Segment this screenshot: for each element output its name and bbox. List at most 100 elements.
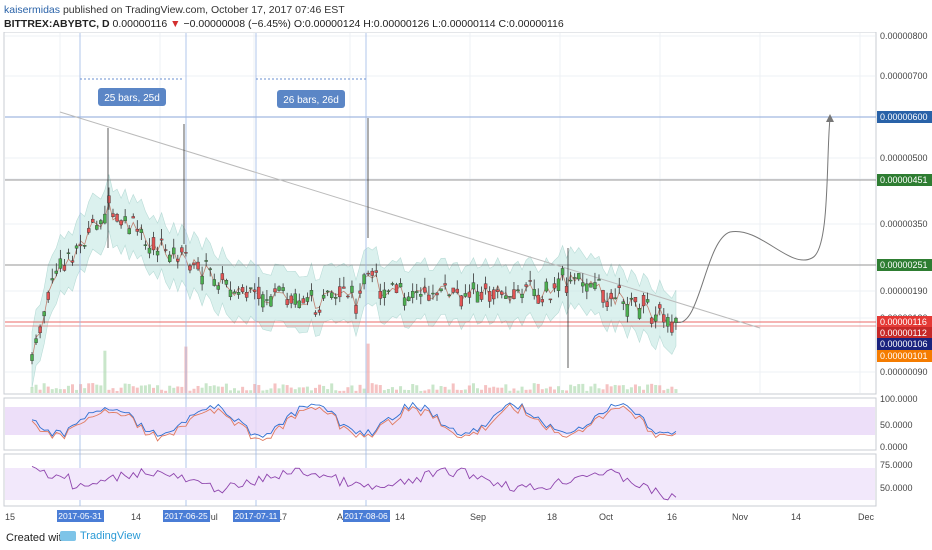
candle — [475, 291, 480, 303]
volume-bar — [362, 388, 366, 393]
volume-bar — [62, 389, 66, 393]
candle — [394, 284, 399, 293]
volume-bar — [484, 385, 488, 393]
volume-bar — [411, 384, 415, 393]
candle — [492, 289, 496, 300]
volume-bar — [30, 386, 34, 393]
time-tick-label: Nov — [732, 512, 749, 522]
candle — [536, 294, 540, 304]
volume-bar — [293, 389, 297, 393]
volume-bar — [532, 383, 536, 393]
candle — [236, 292, 241, 295]
volume-bar — [459, 390, 463, 393]
volume-bar — [540, 389, 544, 393]
price-label: 0.00000116 — [880, 317, 927, 327]
candle — [633, 297, 638, 303]
volume-bar — [289, 387, 293, 393]
grid-lines — [5, 33, 875, 393]
price-label: 0.00000600 — [880, 112, 928, 122]
volume-bar — [305, 386, 309, 393]
candle — [366, 272, 370, 275]
candle — [560, 268, 565, 276]
time-axis[interactable]: 15 14 Jul 17 A 14 Sep 18 Oct 16 Nov 14 Dec 2017-05-31… — [5, 510, 875, 522]
volume-bar — [176, 386, 180, 393]
chart-header: kaisermidas published on TradingView.com… — [0, 0, 932, 32]
candle — [374, 270, 378, 273]
candle — [220, 273, 225, 280]
volume-bar — [573, 386, 577, 393]
candle — [78, 244, 83, 247]
candle — [95, 225, 99, 230]
volume-bar — [480, 389, 484, 393]
price-axis[interactable]: 0.00000800 0.00000700 0.00000600 0.00000500… — [877, 31, 932, 493]
candle — [240, 287, 245, 293]
candle — [309, 290, 314, 296]
candle — [500, 291, 504, 295]
volume-bar — [228, 390, 232, 393]
volume-bar — [281, 384, 285, 393]
candle — [415, 291, 419, 293]
volume-bar — [111, 388, 115, 393]
candle — [119, 220, 123, 226]
volume-bar — [488, 387, 492, 393]
measure-labels: 25 bars, 25d 26 bars, 26d — [80, 78, 366, 108]
candle — [487, 291, 492, 302]
stoch-tick-label: 100.0000 — [880, 394, 918, 404]
price-label: 0.00000101 — [880, 351, 928, 361]
volume-bar — [443, 386, 447, 393]
candle — [135, 228, 140, 232]
candle — [654, 314, 658, 322]
candle — [325, 290, 330, 293]
volume-bar — [34, 384, 38, 393]
volume-bar — [200, 387, 204, 393]
candle — [208, 268, 212, 270]
volume-bar — [342, 390, 346, 393]
volume-bar — [650, 383, 654, 393]
volume-bar — [204, 383, 208, 393]
time-tick-label: 18 — [547, 512, 557, 522]
volume-bar — [265, 389, 269, 393]
candle — [232, 291, 237, 294]
volume-bar — [257, 384, 261, 393]
candle — [346, 295, 350, 298]
volume-bar — [386, 388, 390, 393]
symbol-label[interactable]: BITTREX:ABYBTC, D — [4, 18, 110, 30]
candle — [143, 244, 148, 246]
volume-bar — [419, 390, 423, 393]
volume-bar — [504, 384, 508, 393]
volume-bar — [216, 386, 220, 393]
volume-bar — [451, 383, 455, 393]
volume-bar — [350, 385, 354, 393]
volume-bar — [601, 389, 605, 393]
rsi-band — [5, 468, 875, 500]
volume-bar — [115, 390, 119, 393]
volume-bar — [674, 389, 678, 393]
tradingview-logo[interactable]: TradingView — [60, 530, 141, 542]
candle — [435, 292, 439, 296]
candle — [257, 286, 261, 299]
volume-bar — [528, 389, 532, 393]
candle — [532, 289, 536, 296]
candle — [573, 277, 577, 279]
date-label-box — [233, 510, 280, 522]
candle — [342, 286, 346, 289]
volume-bars — [30, 343, 678, 393]
time-tick-label: 14 — [791, 512, 801, 522]
volume-bar — [496, 387, 500, 393]
volume-bar — [245, 390, 249, 393]
volume-bar — [330, 383, 334, 393]
candle — [423, 287, 427, 293]
volume-bar — [152, 387, 155, 393]
price-tick-label: 0.00000350 — [880, 219, 928, 229]
volume-bar — [322, 385, 326, 393]
candle — [512, 289, 516, 299]
volume-bar — [237, 390, 241, 393]
measure-label: 26 bars, 26d — [283, 95, 339, 106]
time-tick-label: 14 — [131, 512, 141, 522]
volume-bar — [208, 386, 212, 393]
candle — [378, 291, 382, 299]
volume-bar — [38, 389, 42, 393]
author-name[interactable]: kaisermidas — [4, 4, 61, 16]
candle — [321, 294, 326, 299]
